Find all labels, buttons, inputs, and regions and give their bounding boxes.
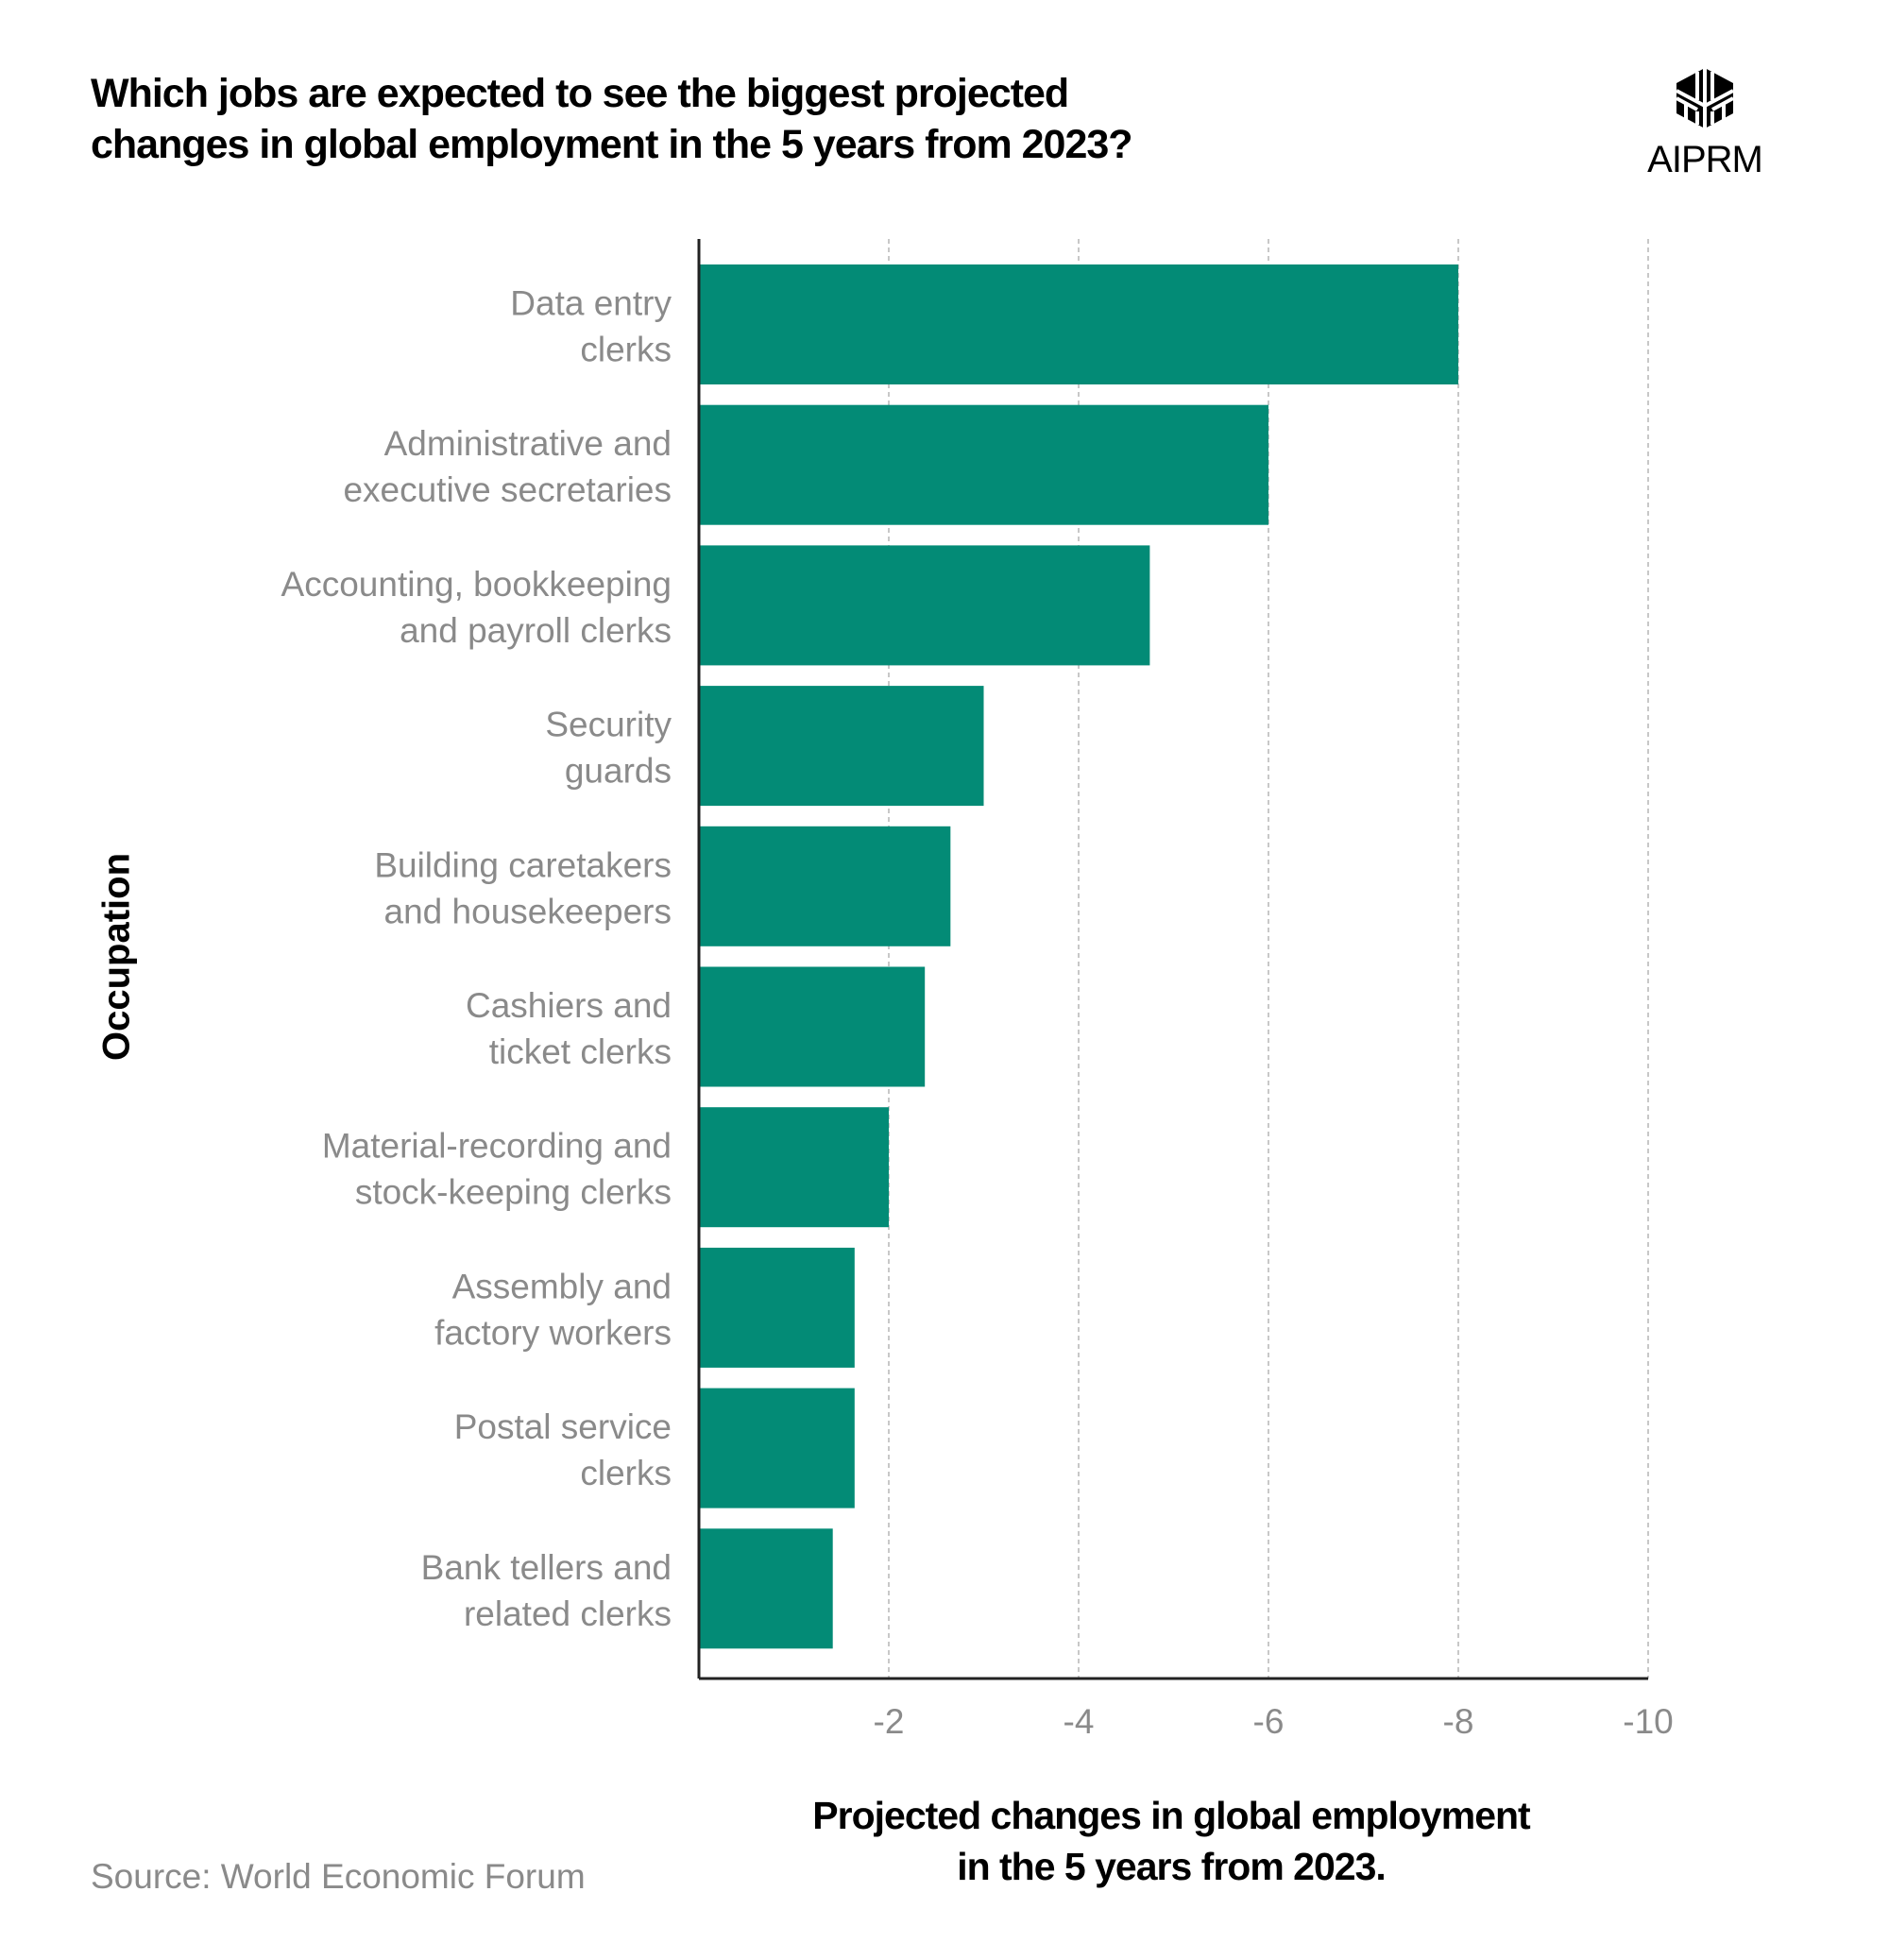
category-label: ticket clerks xyxy=(489,1032,672,1071)
x-axis-title-line-1: Projected changes in global employment xyxy=(812,1794,1530,1837)
category-label: Cashiers and xyxy=(466,986,672,1025)
category-label: and housekeepers xyxy=(384,892,672,930)
category-label: Security xyxy=(545,706,672,744)
bar xyxy=(699,1247,855,1368)
bar xyxy=(699,686,984,807)
category-label: Data entry xyxy=(510,284,672,323)
y-axis-title: Occupation xyxy=(95,852,138,1062)
category-label: factory workers xyxy=(434,1313,672,1352)
x-tick-label: -2 xyxy=(874,1702,905,1741)
title-line-2: changes in global employment in the 5 ye… xyxy=(91,122,1133,167)
x-tick-label: -8 xyxy=(1443,1702,1474,1741)
bar xyxy=(699,966,926,1087)
x-tick-label: -4 xyxy=(1064,1702,1095,1741)
category-label: clerks xyxy=(580,1454,672,1492)
category-label: and payroll clerks xyxy=(400,611,672,650)
category-label: Bank tellers and xyxy=(421,1548,672,1587)
category-label: stock-keeping clerks xyxy=(355,1173,672,1212)
category-label: related clerks xyxy=(464,1594,672,1633)
bar xyxy=(699,826,951,946)
chart-title: Which jobs are expected to see the bigge… xyxy=(91,68,1133,170)
category-label: guards xyxy=(565,752,672,791)
logo-text: AIPRM xyxy=(1647,139,1763,180)
x-axis-title-line-2: in the 5 years from 2023. xyxy=(957,1845,1387,1888)
x-axis-title: Projected changes in global employment i… xyxy=(699,1790,1643,1892)
category-label: clerks xyxy=(580,331,672,369)
category-label: Building caretakers xyxy=(374,845,672,884)
aiprm-logo: AIPRM xyxy=(1639,66,1771,181)
category-label: executive secretaries xyxy=(343,470,672,509)
aiprm-cube-logo-icon xyxy=(1676,68,1734,128)
category-label: Postal service xyxy=(454,1407,672,1446)
x-tick-label: -6 xyxy=(1253,1702,1285,1741)
category-label: Administrative and xyxy=(384,424,672,463)
source-note: Source: World Economic Forum xyxy=(91,1857,586,1896)
category-label: Material-recording and xyxy=(322,1127,672,1166)
bar xyxy=(699,404,1268,525)
bar xyxy=(699,264,1458,384)
bar xyxy=(699,1528,833,1649)
bar xyxy=(699,545,1150,666)
category-label: Accounting, bookkeeping xyxy=(281,565,672,604)
category-label: Assembly and xyxy=(452,1267,672,1305)
bar xyxy=(699,1388,855,1508)
title-line-1: Which jobs are expected to see the bigge… xyxy=(91,71,1069,116)
x-tick-label: -10 xyxy=(1623,1702,1673,1741)
bar xyxy=(699,1107,889,1228)
